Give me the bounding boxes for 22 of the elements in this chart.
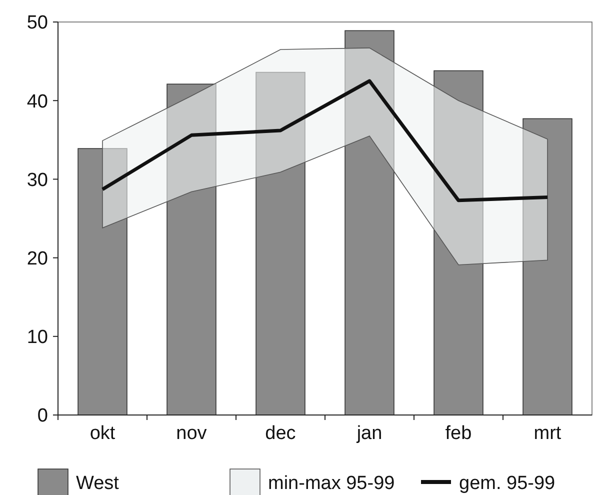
x-tick-label: mrt [534, 423, 562, 444]
legend-label: West [76, 473, 120, 494]
text: min-max 95-99 [268, 473, 395, 494]
x-tick-label: jan [356, 423, 382, 444]
bar [434, 70, 484, 416]
legend-label: gem. 95-99 [459, 473, 556, 494]
line-series [100, 79, 550, 202]
x-tick-label: okt [90, 423, 116, 444]
bar [522, 118, 572, 416]
x-tick-label: nov [176, 423, 208, 444]
y-tick-label: 40 [26, 91, 48, 112]
bar [344, 30, 394, 416]
y-tick-label: 0 [37, 406, 48, 427]
bar [256, 72, 306, 416]
x-tick-label: feb [445, 423, 472, 444]
bar [166, 84, 216, 416]
x-tick-label: dec [265, 423, 296, 444]
y-tick-label: 30 [26, 170, 48, 191]
bar [78, 148, 128, 416]
y-tick-label: 50 [26, 12, 48, 34]
y-tick-label: 20 [26, 248, 48, 270]
y-tick-label: 10 [26, 327, 48, 348]
